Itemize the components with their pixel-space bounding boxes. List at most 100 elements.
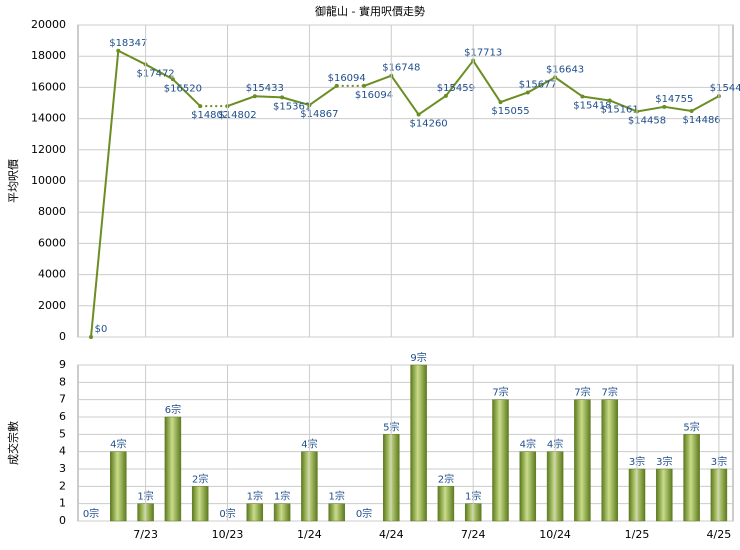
point: [89, 335, 93, 339]
value-label: $15361: [273, 101, 311, 112]
point: [607, 98, 612, 103]
value-label: 7宗: [492, 386, 508, 399]
y-tick-label: 20000: [31, 18, 66, 31]
y-tick-label: 2: [59, 479, 66, 492]
y-axis-label: 平均呎價: [6, 159, 20, 203]
value-label: 1宗: [247, 490, 263, 503]
value-label: $16643: [546, 64, 584, 75]
value-label: 5宗: [683, 420, 699, 433]
value-label: 4宗: [110, 438, 126, 451]
value-label: $16094: [328, 73, 366, 84]
bar: [683, 434, 700, 522]
y-tick-label: 1: [59, 497, 66, 510]
bar: [656, 468, 673, 522]
chart-title: 御龍山 - 實用呎價走勢: [315, 4, 425, 18]
line-segment: [609, 99, 638, 113]
bar: [273, 503, 291, 522]
value-label: $15459: [437, 83, 475, 94]
y-tick-label: 6: [59, 410, 66, 423]
point: [416, 112, 421, 117]
value-label: $18347: [109, 38, 147, 49]
bar: [410, 364, 427, 522]
value-label: 1宗: [329, 490, 345, 503]
value-label: 4宗: [520, 438, 536, 451]
line-segment: [472, 60, 502, 103]
bar: [492, 399, 509, 522]
bar: [246, 503, 264, 522]
bar: [437, 486, 455, 522]
line-segment: [281, 96, 310, 107]
point: [443, 93, 448, 98]
bar: [164, 416, 182, 522]
x-tick-label: 7/23: [133, 528, 158, 541]
bar: [110, 451, 127, 522]
line-segment: [554, 76, 583, 98]
x-tick-label: 4/25: [707, 528, 732, 541]
point: [580, 94, 585, 99]
line-segment: [363, 74, 392, 87]
value-label: $14802: [218, 110, 256, 121]
x-tick-label: 10/24: [539, 528, 571, 541]
value-label: 0宗: [83, 507, 99, 520]
value-label: $14260: [410, 119, 448, 130]
line-segment: [582, 95, 610, 102]
y-axis-label: 成交宗數: [6, 421, 20, 465]
value-label: $16748: [382, 63, 420, 74]
x-tick-label: 7/24: [461, 528, 486, 541]
value-label: 3宗: [656, 455, 672, 468]
x-tick-label: 10/23: [212, 528, 244, 541]
bar: [519, 451, 537, 522]
value-label: $17713: [464, 48, 502, 59]
value-label: $15433: [246, 83, 284, 94]
line-segment: [117, 49, 147, 66]
y-tick-label: 4: [59, 445, 66, 458]
value-label: 0宗: [356, 507, 372, 520]
value-label: 2宗: [438, 472, 454, 485]
value-label: 7宗: [602, 386, 618, 399]
value-label: $14486: [683, 115, 721, 126]
x-tick-label: 1/25: [625, 528, 650, 541]
line-segment: [145, 63, 174, 81]
point: [362, 83, 366, 88]
y-tick-label: 5: [59, 427, 66, 440]
line-segment: [691, 95, 720, 112]
value-label: $17472: [137, 68, 175, 79]
point: [334, 83, 339, 88]
bar: [191, 486, 209, 522]
line-segment: [90, 50, 120, 338]
bar: [574, 399, 591, 522]
value-label: $16520: [164, 83, 202, 94]
point: [280, 95, 285, 100]
y-tick-label: 18000: [31, 49, 66, 62]
y-tick-label: 6000: [38, 236, 66, 249]
point: [116, 48, 121, 53]
line-segment: [227, 95, 256, 108]
y-tick-label: 10000: [31, 174, 66, 187]
y-tick-label: 9: [59, 358, 66, 371]
value-label: $14867: [300, 109, 338, 120]
value-label: $16094: [355, 90, 393, 101]
line-segment: [254, 95, 283, 99]
x-tick-label: 1/24: [297, 528, 322, 541]
y-tick-label: 8: [59, 375, 66, 388]
bar: [328, 503, 345, 522]
point: [689, 109, 694, 114]
value-label: $0: [95, 324, 108, 335]
value-label: 9宗: [410, 351, 426, 364]
line-segment: [418, 95, 447, 116]
line-segment: [172, 78, 201, 107]
y-tick-label: 4000: [38, 268, 66, 281]
y-tick-label: 7: [59, 393, 66, 406]
x-tick-label: 4/24: [379, 528, 404, 541]
y-tick-label: 0: [59, 514, 66, 527]
value-label: $14458: [628, 115, 666, 126]
point: [198, 104, 203, 109]
line-segment: [445, 60, 474, 97]
value-label: 2宗: [192, 472, 208, 485]
value-label: $15442: [710, 83, 740, 94]
point: [662, 104, 667, 109]
value-label: 1宗: [274, 490, 290, 503]
y-tick-label: 12000: [31, 143, 66, 156]
value-label: $15418: [573, 100, 611, 111]
